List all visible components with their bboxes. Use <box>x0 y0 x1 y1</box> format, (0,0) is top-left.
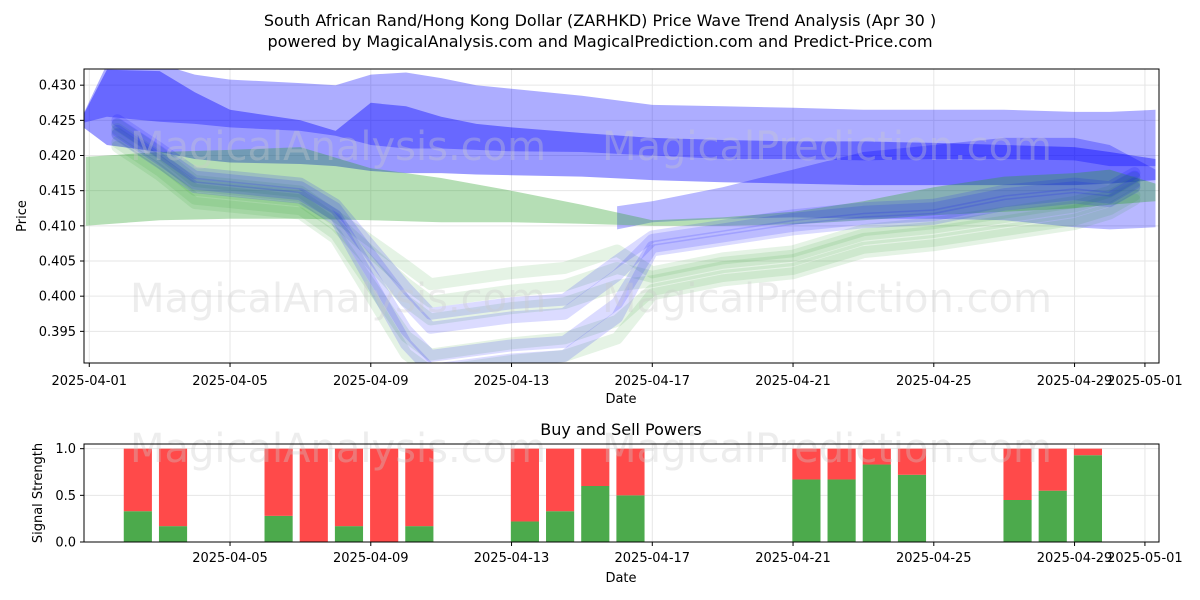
price-waves <box>111 114 1141 363</box>
price-bands <box>84 69 1156 230</box>
buy-bar <box>123 511 152 542</box>
price-y-tick-label: 0.400 <box>39 290 76 305</box>
price-wave-line <box>111 123 1141 308</box>
watermark: MagicalAnalysis.com <box>130 426 546 472</box>
price-wave-line <box>111 118 1141 291</box>
price-y-tick-label: 0.395 <box>39 325 76 340</box>
buy-bar <box>827 479 856 542</box>
price-wave-line <box>111 127 1141 326</box>
price-y-tick-label: 0.430 <box>39 79 76 94</box>
signal-y-axis: 0.0 0.5 1.0 <box>55 442 84 551</box>
signal-y-tick-label: 1.0 <box>55 442 76 457</box>
price-plot-frame <box>83 68 1160 364</box>
sell-bar <box>1038 448 1067 491</box>
buy-bar <box>546 511 575 542</box>
buy-bar <box>1073 455 1102 542</box>
signal-plot-frame <box>83 443 1160 543</box>
price-y-label: Price <box>15 200 30 232</box>
sell-bar <box>158 448 188 527</box>
price-x-tick-label: 2025-04-05 <box>192 374 268 389</box>
signal-y-tick-label: 0.5 <box>55 489 76 504</box>
buy-bar <box>334 526 364 542</box>
price-wave-line <box>111 114 1141 320</box>
watermark: MagicalAnalysis.com <box>130 124 546 170</box>
price-band <box>85 147 1156 226</box>
sell-bar <box>897 448 927 475</box>
buy-bar <box>616 495 645 542</box>
buy-bar <box>405 526 434 542</box>
price-band <box>84 69 1156 167</box>
price-x-label: Date <box>605 392 636 407</box>
price-y-tick-label: 0.425 <box>39 114 76 129</box>
watermark: MagicalPrediction.com <box>602 124 1052 170</box>
price-x-tick-label: 2025-04-01 <box>51 374 127 389</box>
sell-bar <box>1073 448 1102 456</box>
buy-bar <box>581 486 610 542</box>
price-y-tick-label: 0.410 <box>39 219 76 234</box>
price-wave-line <box>111 140 1141 363</box>
signal-y-label: Signal Strength <box>31 443 46 543</box>
sell-bar <box>123 448 152 512</box>
price-x-tick-label: 2025-05-01 <box>1107 374 1183 389</box>
chart-title: South African Rand/Hong Kong Dollar (ZAR… <box>264 11 936 30</box>
buy-bar <box>897 474 927 542</box>
price-x-tick-label: 2025-04-29 <box>1037 374 1113 389</box>
buy-bar <box>510 521 539 542</box>
sell-bar <box>299 448 328 542</box>
buy-bar <box>862 464 891 542</box>
signal-x-label: Date <box>605 571 636 586</box>
watermark: MagicalPrediction.com <box>602 426 1052 472</box>
price-y-tick-label: 0.420 <box>39 149 76 164</box>
sell-bar <box>405 448 434 527</box>
buy-bar <box>1038 490 1067 542</box>
signal-x-tick-label: 2025-04-25 <box>896 551 972 566</box>
buy-bar <box>264 515 293 542</box>
price-x-tick-label: 2025-04-09 <box>333 374 409 389</box>
price-x-tick-label: 2025-04-13 <box>474 374 550 389</box>
chart-subtitle: powered by MagicalAnalysis.com and Magic… <box>267 32 932 51</box>
sell-bar <box>264 448 293 516</box>
signal-x-axis: 2025-04-05 2025-04-09 2025-04-13 2025-04-17… <box>192 542 1183 566</box>
signal-x-tick-label: 2025-04-17 <box>615 551 691 566</box>
signal-x-tick-label: 2025-04-29 <box>1037 551 1113 566</box>
sell-bar <box>827 448 856 480</box>
price-wave-line <box>111 117 1141 334</box>
sell-bar <box>862 448 891 465</box>
signal-x-tick-label: 2025-04-13 <box>474 551 550 566</box>
signal-x-tick-label: 2025-04-21 <box>755 551 831 566</box>
price-y-axis: 0.395 0.400 0.405 0.410 0.415 0.420 0.425 0.430 <box>39 79 84 340</box>
sell-bar <box>334 448 364 527</box>
price-x-tick-label: 2025-04-21 <box>755 374 831 389</box>
price-y-tick-label: 0.405 <box>39 255 76 270</box>
signal-x-tick-label: 2025-04-09 <box>333 551 409 566</box>
signal-y-tick-label: 0.0 <box>55 536 76 551</box>
sell-bar <box>370 448 399 542</box>
sell-bar <box>510 448 539 522</box>
price-x-tick-label: 2025-04-25 <box>896 374 972 389</box>
price-band <box>617 137 1156 230</box>
price-wave-line <box>111 136 1141 361</box>
buy-bar <box>158 526 188 542</box>
price-y-tick-label: 0.415 <box>39 184 76 199</box>
watermark: MagicalPrediction.com <box>602 276 1052 322</box>
sell-bar <box>792 448 821 480</box>
sell-bar <box>546 448 575 512</box>
signal-x-tick-label: 2025-04-05 <box>192 551 268 566</box>
sell-bar <box>616 448 645 496</box>
sell-bar <box>1003 448 1032 500</box>
watermark: MagicalAnalysis.com <box>130 276 546 322</box>
signal-title: Buy and Sell Powers <box>540 420 702 439</box>
signal-x-tick-label: 2025-05-01 <box>1107 551 1183 566</box>
price-band <box>84 69 1156 186</box>
buy-bar <box>792 479 821 542</box>
price-grid <box>84 69 1159 363</box>
signal-bars <box>123 448 1102 542</box>
price-x-tick-label: 2025-04-17 <box>615 374 691 389</box>
price-x-axis: 2025-04-01 2025-04-05 2025-04-09 2025-04-13… <box>51 363 1183 389</box>
sell-bar <box>581 448 610 486</box>
price-wave-line <box>111 124 1141 362</box>
price-wave-line <box>111 128 1141 363</box>
buy-bar <box>1003 500 1032 542</box>
